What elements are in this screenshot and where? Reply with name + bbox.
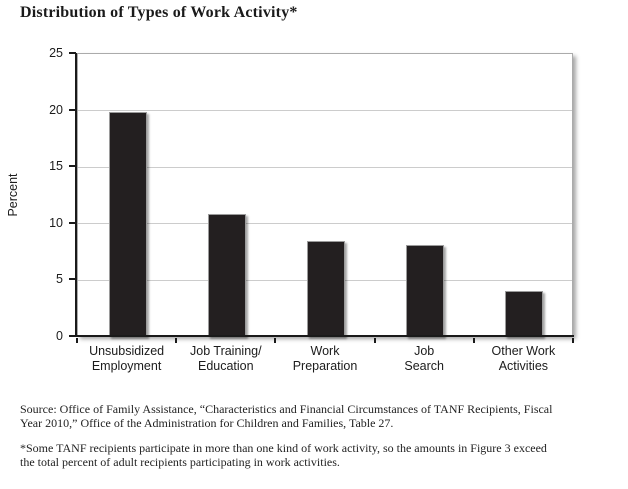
- x-category-label-line: Job: [414, 344, 435, 358]
- x-category-label: Job Search: [364, 344, 484, 374]
- chart-title: Distribution of Types of Work Activity*: [20, 4, 298, 21]
- x-category-label: Other Work Activities: [463, 344, 583, 374]
- y-tick: [69, 278, 76, 281]
- x-category-label: Job Training/Education: [166, 344, 286, 374]
- y-tick-label: 0: [56, 329, 63, 343]
- x-category-label-line: Preparation: [292, 359, 358, 373]
- gridline: [78, 166, 572, 168]
- y-tick: [69, 165, 76, 168]
- x-category-label-line: Education: [197, 359, 254, 373]
- plot-area: [77, 53, 573, 337]
- x-category-label-line: Other Work: [491, 344, 556, 358]
- x-tick: [175, 338, 178, 343]
- x-tick: [572, 338, 574, 343]
- footnote: *Some TANF recipients participate in mor…: [20, 441, 547, 469]
- bar-job-search: [406, 245, 445, 337]
- y-tick: [69, 335, 76, 337]
- bar-unsubsidized-employment: [108, 111, 147, 337]
- y-tick: [69, 221, 76, 224]
- x-category-label: Unsubsidized Employment: [67, 344, 187, 374]
- x-tick: [373, 338, 376, 343]
- y-tick-label: 25: [49, 46, 63, 60]
- x-category-label-line: Activities: [498, 359, 549, 373]
- x-tick: [76, 338, 78, 343]
- gridline: [78, 110, 572, 112]
- bar-other-work-activities: [505, 290, 544, 337]
- source-line: Year 2010,” Office of the Administration…: [20, 416, 394, 430]
- y-tick: [69, 52, 76, 54]
- y-tick: [69, 108, 76, 111]
- x-category-label-line: Search: [404, 359, 444, 373]
- y-tick-label: 15: [49, 159, 63, 174]
- x-tick: [472, 338, 475, 343]
- x-tick: [274, 338, 277, 343]
- x-category-label-line: Unsubsidized: [89, 344, 165, 358]
- x-category-label: Work Preparation: [265, 344, 385, 374]
- y-axis-line: [75, 53, 77, 337]
- bar-work-preparation: [307, 240, 345, 337]
- y-tick-label: 20: [49, 102, 63, 117]
- y-axis-title: Percent: [6, 173, 20, 217]
- x-category-label-line: Employment: [91, 359, 162, 373]
- y-tick-label: 5: [56, 272, 63, 287]
- bar-chart: Percent 0 5 10 15 20 25 Unsubsidized Employment…: [6, 46, 583, 374]
- source-line: Source: Office of Family Assistance, “Ch…: [20, 402, 553, 416]
- x-category-label-line: Job Training/: [190, 344, 262, 358]
- x-category-label-line: Work: [310, 344, 340, 358]
- footnote-line: *Some TANF recipients participate in mor…: [20, 441, 547, 455]
- source-note: Source: Office of Family Assistance, “Ch…: [20, 402, 552, 430]
- footnote-line: the total percent of adult recipients pa…: [20, 455, 340, 469]
- x-axis-line: [75, 335, 574, 337]
- bar-job-training-education: [207, 213, 246, 337]
- y-tick-label: 10: [49, 215, 63, 230]
- gridline: [78, 223, 572, 225]
